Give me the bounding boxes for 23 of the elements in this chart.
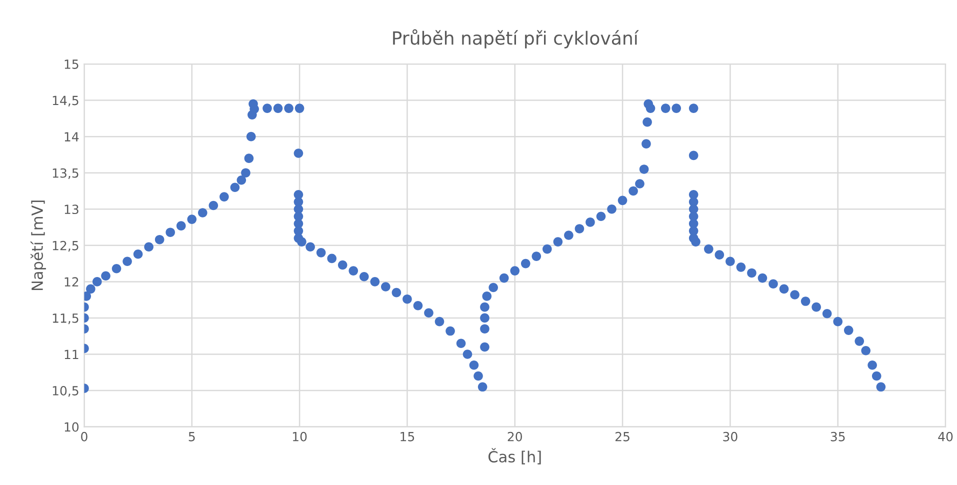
y-tick-label: 13 (64, 204, 78, 214)
x-axis-title: Čas [h] (488, 448, 541, 464)
y-axis-title: Napětí [mV] (30, 200, 46, 290)
y-tick-label: 10,5 (52, 386, 78, 397)
x-tick-label: 25 (615, 432, 630, 442)
x-tick-label: 0 (81, 432, 88, 442)
y-tick-label: 10 (64, 422, 79, 432)
chart-title: Průběh napětí při cyklování (393, 29, 639, 48)
y-tick-label: 14,5 (52, 96, 78, 106)
y-tick-label: 13,5 (52, 168, 78, 180)
x-tick-label: 5 (188, 432, 195, 442)
y-tick-label: 11,5 (52, 314, 78, 324)
x-tick-label: 10 (292, 432, 307, 442)
x-tick-label: 15 (400, 432, 414, 442)
x-tick-label: 35 (830, 432, 845, 442)
y-tick-label: 15 (64, 60, 78, 69)
y-tick-label: 12,5 (52, 240, 78, 252)
x-tick-label: 40 (938, 432, 953, 442)
x-tick-label: 30 (723, 432, 738, 442)
x-tick-label: 20 (508, 432, 522, 442)
y-tick-label: 12 (64, 277, 78, 286)
y-tick-label: 11 (64, 350, 78, 359)
y-tick-label: 14 (64, 132, 79, 142)
